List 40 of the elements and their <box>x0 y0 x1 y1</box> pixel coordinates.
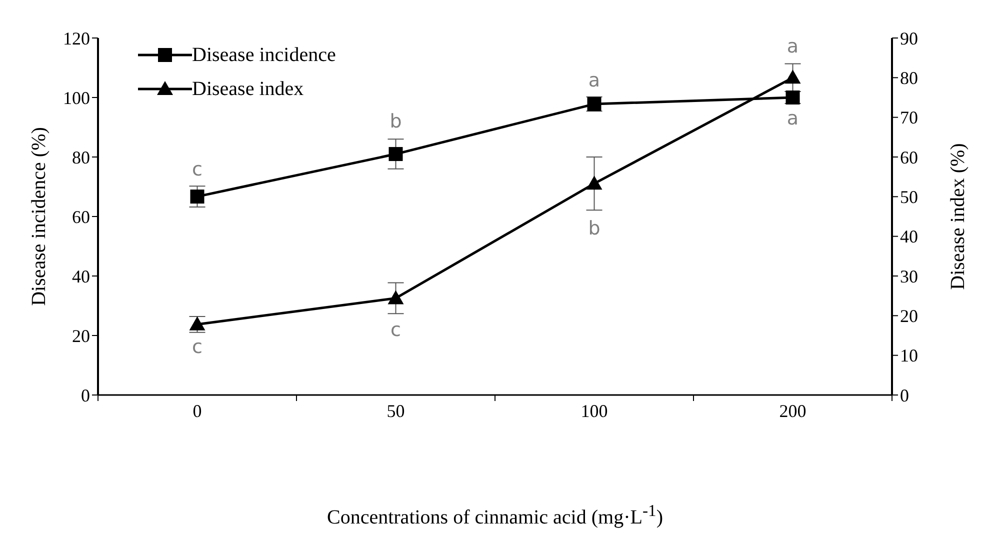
y-tick-label: 120 <box>63 28 90 48</box>
y-tick-label: 80 <box>72 147 90 168</box>
data-label: c <box>192 336 202 358</box>
point <box>784 70 801 84</box>
y2-tick-label: 20 <box>900 306 918 326</box>
point <box>388 290 404 304</box>
data-label: a <box>786 108 799 130</box>
y2-tick-label: 80 <box>900 68 918 88</box>
y2-tick-label: 70 <box>900 108 918 128</box>
point <box>586 176 602 190</box>
y2-tick-label: 30 <box>900 266 918 286</box>
y2-tick-label: 90 <box>900 28 918 48</box>
y2-tick-label: 60 <box>900 147 918 168</box>
point <box>190 190 204 204</box>
data-label: a <box>588 70 600 92</box>
data-label: b <box>390 110 402 133</box>
point <box>388 147 403 162</box>
x-tick-label: 100 <box>580 401 608 421</box>
data-label: b <box>588 217 600 240</box>
x-tick-label: 0 <box>192 401 202 421</box>
y-tick-label: 20 <box>72 326 90 346</box>
legend-label: Disease incidence <box>192 43 336 68</box>
x-tick-label: 50 <box>386 401 405 421</box>
data-label: c <box>192 158 202 180</box>
data-label: a <box>786 35 799 58</box>
y2-tick-label: 40 <box>900 226 918 247</box>
x-axis-title: Concentrations of cinnamic acid (mg·L$^{-1}$) <box>326 501 664 530</box>
x-tick-label: 200 <box>779 401 806 421</box>
y-tick-label: 0 <box>81 385 90 406</box>
y2-tick-label: 0 <box>900 385 909 406</box>
y-axis-title: Disease incidence (%) <box>28 127 50 306</box>
y-tick-label: 40 <box>72 266 90 286</box>
y-tick-label: 100 <box>63 88 90 108</box>
y2-tick-label: 10 <box>900 346 918 366</box>
y2-axis-title: Disease index (%) <box>947 143 970 290</box>
y2-tick-label: 50 <box>900 187 918 208</box>
point <box>786 90 800 104</box>
data-label: c <box>390 318 401 341</box>
legend-label: Disease index <box>192 77 304 102</box>
y-tick-label: 60 <box>72 206 90 227</box>
